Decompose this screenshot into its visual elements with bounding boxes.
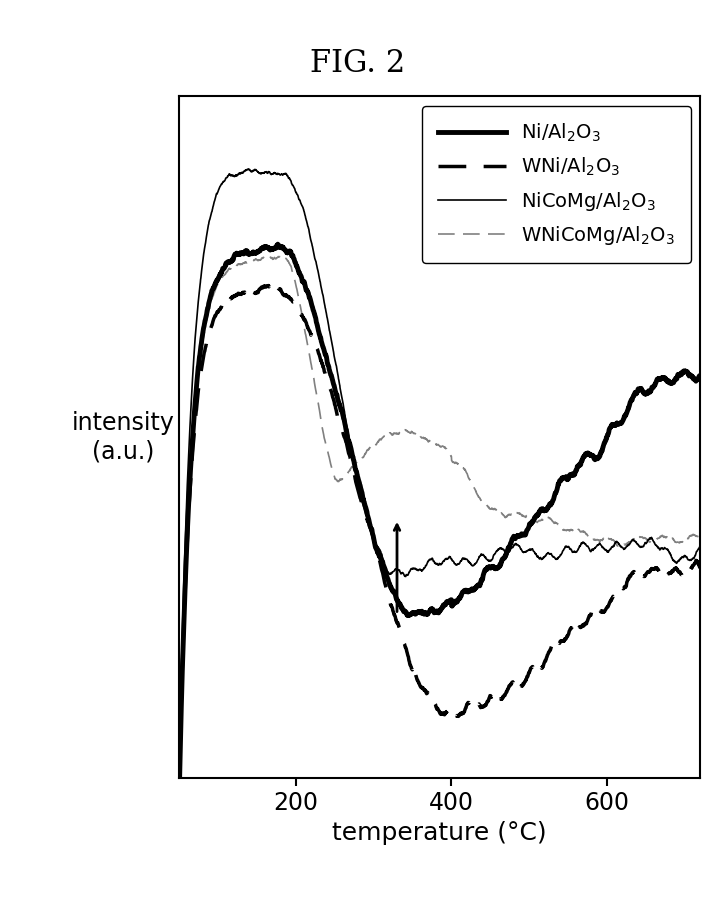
WNiCoMg/Al$_2$O$_3$ [696,530,704,541]
WNi/Al$_2$O$_3$ [202,341,210,352]
WNi/Al$_2$O$_3$ [681,569,689,580]
WNi/Al$_2$O$_3$ [175,771,184,782]
WNiCoMg/Al$_2$O$_3$ [681,535,689,546]
WNiCoMg/Al$_2$O$_3$ [202,319,210,330]
WNi/Al$_2$O$_3$ [267,281,276,291]
WNi/Al$_2$O$_3$ [681,569,689,580]
WNi/Al$_2$O$_3$ [696,562,704,573]
NiCoMg/Al$_2$O$_3$ [415,564,423,575]
WNiCoMg/Al$_2$O$_3$ [681,535,689,546]
NiCoMg/Al$_2$O$_3$ [586,545,594,556]
Ni/Al$_2$O$_3$ [696,371,704,382]
WNi/Al$_2$O$_3$ [586,610,594,621]
Line: WNiCoMg/Al$_2$O$_3$: WNiCoMg/Al$_2$O$_3$ [179,257,700,773]
NiCoMg/Al$_2$O$_3$ [681,550,689,561]
Ni/Al$_2$O$_3$ [428,604,437,614]
NiCoMg/Al$_2$O$_3$ [681,550,689,561]
WNiCoMg/Al$_2$O$_3$ [586,532,594,543]
NiCoMg/Al$_2$O$_3$ [428,555,437,566]
WNi/Al$_2$O$_3$ [415,678,423,689]
NiCoMg/Al$_2$O$_3$ [244,164,252,175]
WNiCoMg/Al$_2$O$_3$ [428,436,437,447]
Y-axis label: intensity
(a.u.): intensity (a.u.) [72,412,175,463]
Text: FIG. 2: FIG. 2 [310,48,405,79]
X-axis label: temperature (°C): temperature (°C) [332,821,547,844]
Line: WNi/Al$_2$O$_3$: WNi/Al$_2$O$_3$ [179,286,700,776]
WNiCoMg/Al$_2$O$_3$ [274,252,282,262]
WNiCoMg/Al$_2$O$_3$ [415,429,423,440]
WNi/Al$_2$O$_3$ [428,696,437,707]
Line: Ni/Al$_2$O$_3$: Ni/Al$_2$O$_3$ [179,244,700,795]
Ni/Al$_2$O$_3$ [175,789,184,800]
Line: NiCoMg/Al$_2$O$_3$: NiCoMg/Al$_2$O$_3$ [179,169,700,757]
Ni/Al$_2$O$_3$ [273,239,282,250]
Ni/Al$_2$O$_3$ [586,449,594,460]
Ni/Al$_2$O$_3$ [681,366,689,376]
Ni/Al$_2$O$_3$ [415,606,423,617]
Ni/Al$_2$O$_3$ [202,312,210,323]
NiCoMg/Al$_2$O$_3$ [202,235,210,246]
Ni/Al$_2$O$_3$ [681,366,689,376]
WNiCoMg/Al$_2$O$_3$ [175,767,184,778]
NiCoMg/Al$_2$O$_3$ [696,542,704,553]
NiCoMg/Al$_2$O$_3$ [175,752,184,763]
Legend: Ni/Al$_2$O$_3$, WNi/Al$_2$O$_3$, NiCoMg/Al$_2$O$_3$, WNiCoMg/Al$_2$O$_3$: Ni/Al$_2$O$_3$, WNi/Al$_2$O$_3$, NiCoMg/… [422,106,690,262]
